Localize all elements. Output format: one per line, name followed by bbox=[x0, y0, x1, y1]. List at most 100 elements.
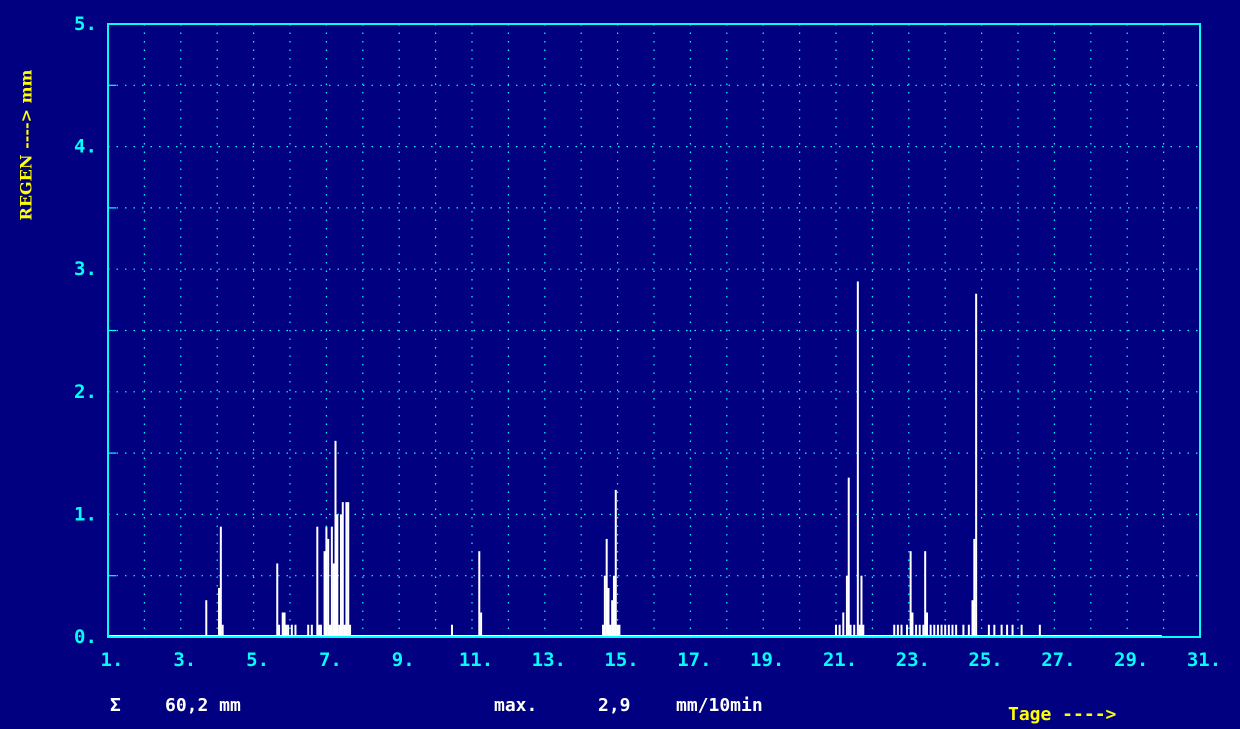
x-tick-label: 15. bbox=[604, 649, 638, 671]
x-tick-label: 7. bbox=[319, 649, 342, 671]
bar bbox=[478, 551, 481, 637]
bar bbox=[450, 624, 453, 637]
max-value: 2,9 bbox=[598, 695, 631, 716]
rain-bars bbox=[205, 281, 1041, 637]
x-tick-label: 11. bbox=[459, 649, 493, 671]
bar bbox=[909, 551, 912, 637]
bar bbox=[618, 624, 621, 637]
bar bbox=[947, 624, 950, 637]
bar bbox=[276, 563, 279, 637]
bar bbox=[219, 526, 222, 637]
bar bbox=[294, 624, 297, 637]
bar bbox=[936, 624, 939, 637]
bar bbox=[896, 624, 899, 637]
bar bbox=[933, 624, 936, 637]
bar bbox=[316, 526, 319, 637]
bar bbox=[905, 624, 908, 637]
bar bbox=[285, 624, 288, 637]
y-axis-label: REGEN ----> mm bbox=[17, 69, 36, 220]
bar bbox=[329, 624, 332, 637]
bar bbox=[911, 612, 914, 637]
bar bbox=[962, 624, 965, 637]
y-tick-label: 0. bbox=[74, 626, 97, 648]
bar bbox=[290, 624, 293, 637]
bar bbox=[940, 624, 943, 637]
bar bbox=[835, 624, 837, 637]
bar bbox=[323, 551, 326, 637]
x-tick-label: 27. bbox=[1041, 649, 1075, 671]
bar bbox=[926, 612, 928, 637]
bar bbox=[922, 624, 925, 637]
x-tick-label: 5. bbox=[246, 649, 269, 671]
bar bbox=[612, 575, 615, 637]
bar bbox=[218, 587, 221, 637]
x-tick-label: 19. bbox=[750, 649, 784, 671]
bar bbox=[607, 587, 610, 637]
bar bbox=[281, 612, 284, 637]
max-unit: mm/10min bbox=[676, 695, 763, 716]
bar bbox=[838, 624, 841, 637]
bar bbox=[967, 624, 970, 637]
bar bbox=[341, 502, 344, 637]
bar bbox=[330, 526, 333, 637]
plot-frame bbox=[107, 23, 1201, 638]
y-tick-labels: 0. 1. 2. 3. 4. 5. bbox=[74, 13, 97, 648]
bar bbox=[918, 624, 921, 637]
x-tick-labels: 1. 3. 5. 7. 9. 11. 13. 15. 17. 19. 21. 23. 25. 27. 29.… bbox=[101, 649, 1222, 671]
bar bbox=[616, 624, 619, 637]
bar bbox=[1006, 624, 1009, 637]
grid-lines bbox=[108, 24, 1200, 637]
bar bbox=[339, 514, 342, 637]
bar bbox=[310, 624, 313, 637]
bar bbox=[1038, 624, 1041, 637]
x-tick-label: 9. bbox=[392, 649, 415, 671]
bar bbox=[603, 575, 606, 637]
bar bbox=[900, 624, 903, 637]
bar bbox=[338, 624, 341, 637]
x-tick-label: 25. bbox=[968, 649, 1002, 671]
x-tick-label: 17. bbox=[677, 649, 711, 671]
bar bbox=[842, 612, 845, 637]
bar bbox=[221, 624, 224, 637]
sum-symbol: Σ bbox=[110, 695, 121, 716]
bar bbox=[915, 624, 918, 637]
bar bbox=[480, 612, 483, 637]
bar bbox=[849, 624, 852, 637]
bar bbox=[283, 612, 286, 637]
max-label: max. bbox=[494, 695, 537, 716]
bar bbox=[602, 624, 605, 637]
y-tick-label: 4. bbox=[74, 136, 97, 158]
bar bbox=[278, 624, 281, 637]
bar bbox=[1020, 624, 1023, 637]
bar bbox=[307, 624, 310, 637]
bar bbox=[893, 624, 896, 637]
x-tick-label: 23. bbox=[896, 649, 930, 671]
bar bbox=[332, 563, 335, 637]
x-tick-label: 29. bbox=[1114, 649, 1148, 671]
bar bbox=[345, 502, 348, 637]
bar bbox=[987, 624, 990, 637]
bar bbox=[327, 538, 330, 637]
bar bbox=[325, 526, 328, 637]
x-axis-label: Tage ----> bbox=[1008, 704, 1117, 725]
bar bbox=[1000, 624, 1003, 637]
bar bbox=[858, 624, 861, 637]
bar bbox=[862, 624, 865, 637]
bar bbox=[609, 624, 612, 637]
bar bbox=[347, 502, 350, 637]
bar bbox=[924, 551, 927, 637]
bar bbox=[856, 281, 859, 637]
bar bbox=[319, 624, 322, 637]
bar bbox=[845, 575, 848, 637]
bar bbox=[944, 624, 947, 637]
bar bbox=[975, 293, 978, 637]
bar bbox=[605, 538, 608, 637]
bar bbox=[951, 624, 954, 637]
bar bbox=[336, 514, 339, 637]
x-tick-label: 3. bbox=[173, 649, 196, 671]
bar bbox=[853, 624, 856, 637]
bar bbox=[205, 600, 208, 637]
total-rainfall: 60,2 mm bbox=[165, 695, 241, 716]
bar bbox=[614, 489, 617, 637]
